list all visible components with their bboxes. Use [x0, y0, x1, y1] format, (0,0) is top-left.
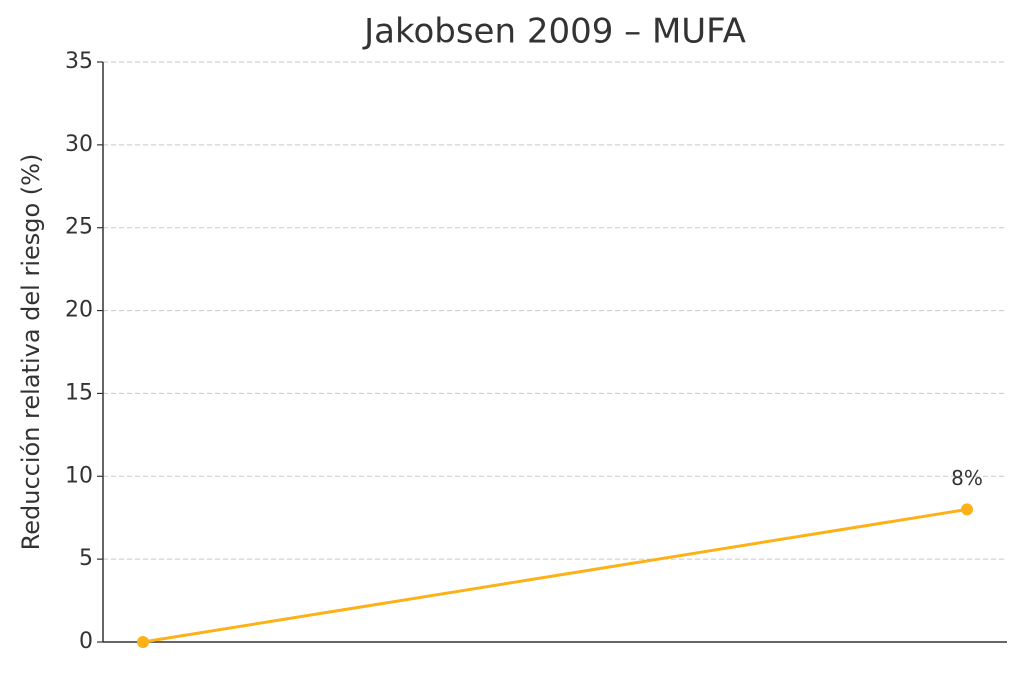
y-tick-label: 0 [79, 629, 93, 654]
y-tick-label: 20 [65, 298, 93, 323]
y-tick-label: 35 [65, 49, 93, 74]
y-tick-label: 30 [65, 132, 93, 157]
y-tick-label: 15 [65, 380, 93, 405]
y-tick-label: 10 [65, 463, 93, 488]
y-tick-label: 25 [65, 215, 93, 240]
chart-title: Jakobsen 2009 – MUFA [362, 12, 746, 52]
line [142, 507, 968, 644]
data-label: 8% [951, 466, 983, 490]
y-tick-label: 5 [79, 546, 93, 571]
point [961, 503, 973, 516]
point [137, 636, 149, 648]
y-axis-label: Reducción relativa del riesgo (%) [17, 154, 45, 551]
